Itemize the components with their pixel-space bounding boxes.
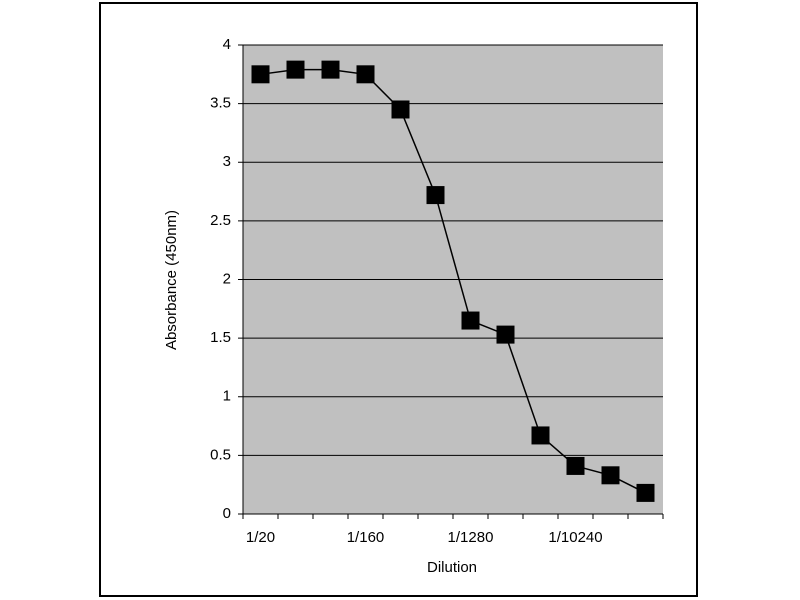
data-marker [356,65,375,84]
data-marker [426,186,445,205]
data-marker [531,426,550,445]
data-marker [636,483,655,502]
x-axis-title: Dilution [427,559,477,576]
data-marker [321,60,340,79]
y-axis-title: Absorbance (450nm) [163,210,180,350]
y-tick-label: 2 [223,270,231,287]
y-tick-label: 0.5 [210,446,231,463]
y-tick-label: 1 [223,388,231,405]
data-marker [601,466,620,485]
y-tick-label: 0 [223,505,231,522]
data-marker [496,325,515,344]
x-tick-label: 1/1280 [448,529,494,546]
data-marker [286,60,305,79]
data-marker [566,456,585,475]
x-tick-label: 1/160 [347,529,385,546]
y-tick-label: 3.5 [210,95,231,112]
x-tick-label: 1/20 [246,529,275,546]
y-tick-label: 4 [223,36,231,53]
x-tick-label: 1/10240 [548,529,602,546]
data-marker [251,65,270,84]
y-tick-label: 1.5 [210,329,231,346]
y-tick-label: 2.5 [210,212,231,229]
data-marker [391,100,410,119]
y-tick-label: 3 [223,153,231,170]
data-marker [461,311,480,330]
